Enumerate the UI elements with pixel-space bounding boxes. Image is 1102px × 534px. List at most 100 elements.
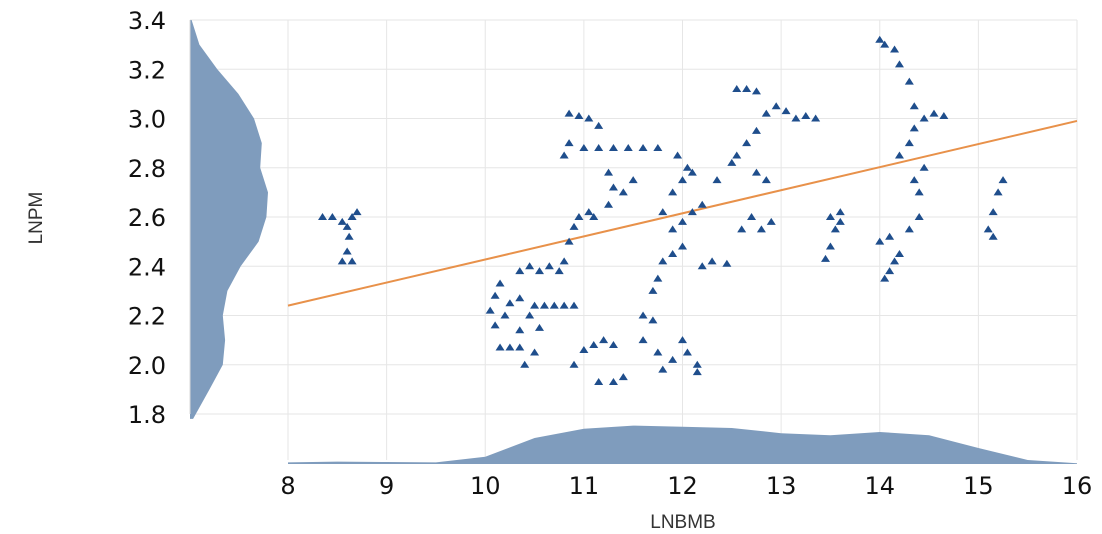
fit-line (287, 119, 1078, 307)
x-tick-label: 14 (864, 472, 895, 500)
y-tick-label: 3.0 (128, 106, 166, 134)
y-tick-label: 3.2 (128, 56, 166, 84)
x-tick-label: 10 (470, 472, 501, 500)
data-point (811, 114, 821, 122)
data-point (628, 176, 638, 184)
data-point (608, 183, 618, 191)
data-point (648, 316, 658, 324)
data-point (505, 343, 515, 351)
data-point (579, 144, 589, 152)
data-point (525, 262, 535, 270)
data-point (549, 301, 559, 309)
data-point (875, 35, 885, 43)
data-point (342, 247, 352, 255)
data-point (653, 144, 663, 152)
data-point (821, 254, 831, 262)
data-point (835, 217, 845, 225)
data-point (983, 225, 993, 233)
data-point (678, 242, 687, 250)
data-point (825, 213, 835, 220)
data-point (564, 139, 574, 147)
y-tick-labels: 1.8 2.0 2.2 2.4 2.6 2.8 3.0 3.2 3.4 (128, 7, 166, 429)
data-point (653, 348, 663, 356)
data-point (894, 60, 904, 68)
data-point (894, 151, 904, 159)
data-point (495, 343, 505, 351)
data-point (909, 102, 919, 110)
data-point (564, 237, 574, 245)
data-point (559, 257, 569, 265)
data-point (584, 208, 594, 216)
data-point (880, 274, 890, 282)
data-point (678, 336, 687, 344)
data-point (875, 237, 885, 245)
data-point (737, 225, 747, 233)
data-point (658, 208, 668, 216)
data-point (569, 222, 579, 230)
data-point (885, 232, 895, 240)
data-point (539, 301, 549, 309)
data-point (766, 217, 776, 225)
data-point (929, 109, 939, 117)
data-point (939, 112, 949, 120)
data-point (751, 126, 761, 134)
data-point (490, 321, 500, 329)
data-point (909, 124, 919, 132)
x-tick-label: 13 (766, 472, 797, 500)
data-point (648, 286, 658, 294)
data-point (712, 176, 722, 184)
y-tick-label: 2.4 (128, 253, 166, 281)
data-point (914, 213, 924, 220)
data-point (781, 107, 791, 115)
data-point (722, 259, 732, 267)
data-point (638, 144, 648, 152)
data-point (515, 294, 525, 302)
data-point (894, 249, 904, 257)
data-point (584, 114, 594, 122)
x-tick-label: 16 (1062, 472, 1093, 500)
data-point (530, 348, 540, 356)
data-point (658, 365, 668, 373)
data-point (344, 232, 354, 240)
data-point (618, 373, 628, 381)
data-point (594, 144, 604, 152)
data-point (692, 360, 702, 368)
data-point (904, 139, 914, 147)
data-point (608, 144, 618, 152)
data-point (608, 377, 618, 385)
data-point (525, 311, 535, 319)
data-point (668, 249, 678, 257)
data-point (742, 84, 752, 92)
data-point (500, 311, 510, 319)
data-point (880, 40, 890, 48)
data-point (594, 377, 604, 385)
x-tick-label: 8 (280, 472, 295, 500)
data-point (885, 267, 895, 275)
data-point (574, 112, 584, 120)
data-point (771, 102, 781, 110)
x-tick-label: 12 (667, 472, 698, 500)
data-point (554, 267, 564, 275)
data-point (707, 257, 717, 265)
data-point (347, 213, 357, 220)
data-point (732, 151, 742, 159)
data-point (534, 323, 544, 331)
data-point (589, 341, 599, 349)
data-point (352, 208, 362, 216)
y-marginal-density (190, 20, 268, 419)
data-point (569, 360, 579, 368)
data-point (608, 341, 618, 349)
data-point (337, 217, 347, 225)
data-point (327, 213, 337, 220)
y-tick-label: 2.6 (128, 204, 166, 232)
data-point (653, 274, 663, 282)
data-point (564, 109, 574, 117)
data-point (697, 200, 707, 208)
data-point (687, 208, 697, 216)
data-point (515, 267, 525, 275)
data-point (589, 213, 599, 220)
data-point (668, 188, 678, 196)
data-point (579, 345, 589, 353)
data-point (342, 222, 352, 230)
data-point (682, 348, 692, 356)
